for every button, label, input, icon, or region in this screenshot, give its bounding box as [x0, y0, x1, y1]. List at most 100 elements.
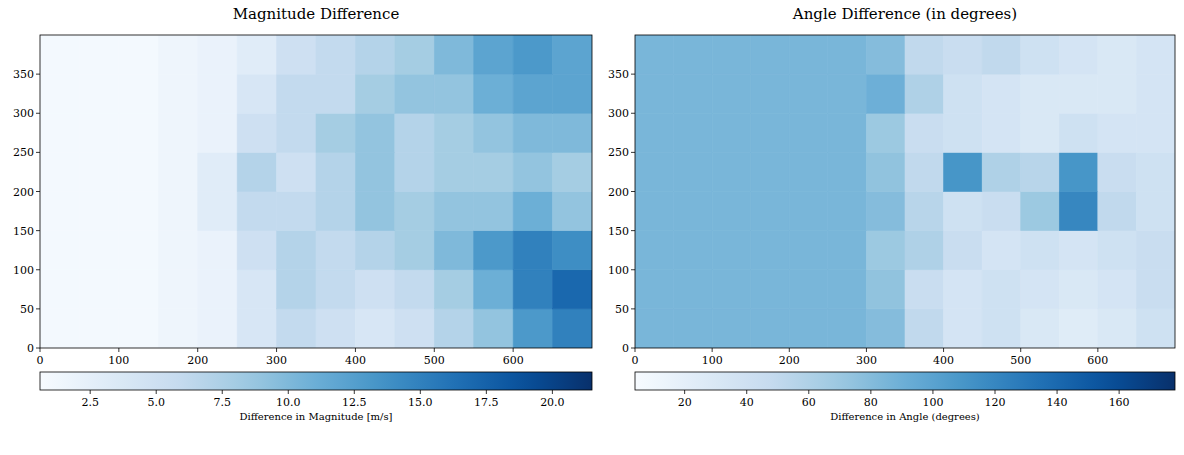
y-tick-label: 200 — [13, 186, 34, 199]
heatmap-cell — [905, 113, 944, 152]
heatmap-cell — [1098, 231, 1137, 270]
panel: Angle Difference (in degrees)01002003004… — [608, 5, 1175, 422]
colorbar-label: Difference in Angle (degrees) — [830, 411, 980, 422]
heatmap-cell — [316, 231, 355, 270]
panel-title: Magnitude Difference — [233, 5, 400, 23]
heatmap-cell — [158, 231, 197, 270]
heatmap-cell — [40, 113, 79, 152]
heatmap-cell — [1021, 113, 1060, 152]
heatmap-cell — [119, 231, 158, 270]
heatmap-cell — [635, 192, 674, 231]
y-tick — [631, 191, 635, 192]
colorbar-tick-label: 40 — [740, 396, 754, 409]
heatmap-cell — [982, 309, 1021, 348]
x-tick — [1020, 348, 1021, 352]
x-tick-label: 300 — [266, 354, 287, 367]
heatmap-cell — [434, 113, 473, 152]
heatmap-cell — [355, 270, 394, 309]
heatmap-cell — [905, 231, 944, 270]
heatmap-cell — [635, 74, 674, 113]
heatmap-cell — [905, 309, 944, 348]
colorbar-tick-label: 15.0 — [408, 396, 433, 409]
colorbar-tick-label: 160 — [1109, 396, 1130, 409]
heatmap-cell — [905, 152, 944, 191]
heatmap-cell — [79, 113, 118, 152]
colorbar-tick-label: 80 — [864, 396, 878, 409]
heatmap-cell — [1059, 192, 1098, 231]
heatmap-cell — [237, 192, 276, 231]
y-tick-label: 50 — [20, 303, 34, 316]
heatmap-cell — [1059, 231, 1098, 270]
heatmap-cell — [395, 270, 434, 309]
heatmap-cell — [674, 152, 713, 191]
heatmap-cell — [789, 192, 828, 231]
heatmap-cell — [237, 35, 276, 74]
heatmap-cell — [905, 270, 944, 309]
heatmap-cell — [553, 270, 592, 309]
colorbar-tick — [870, 390, 871, 394]
heatmap-cell — [277, 231, 316, 270]
y-tick — [631, 152, 635, 153]
y-tick-label: 200 — [608, 186, 629, 199]
heatmap-cell — [237, 231, 276, 270]
heatmap-cell — [712, 231, 751, 270]
heatmap-cell — [866, 35, 905, 74]
colorbar-tick-label: 100 — [922, 396, 943, 409]
heatmap-cell — [158, 152, 197, 191]
y-tick — [36, 152, 40, 153]
heatmap-cell — [237, 113, 276, 152]
colorbar-label: Difference in Magnitude [m/s] — [240, 411, 393, 422]
heatmap-cell — [866, 270, 905, 309]
heatmap-cell — [40, 309, 79, 348]
heatmap-cell — [119, 74, 158, 113]
heatmap-cell — [79, 74, 118, 113]
x-tick — [635, 348, 636, 352]
heatmap-cell — [789, 35, 828, 74]
y-tick-label: 100 — [13, 264, 34, 277]
x-tick-label: 400 — [933, 354, 954, 367]
y-tick — [36, 348, 40, 349]
heatmap-cell — [237, 74, 276, 113]
heatmap-cell — [553, 74, 592, 113]
x-tick-label: 100 — [108, 354, 129, 367]
heatmap-cell — [434, 270, 473, 309]
heatmap-cell — [198, 35, 237, 74]
heatmap-cell — [1136, 113, 1175, 152]
x-tick — [276, 348, 277, 352]
heatmap-cell — [316, 152, 355, 191]
heatmap-cell — [635, 309, 674, 348]
heatmap-cell — [982, 74, 1021, 113]
y-tick — [631, 269, 635, 270]
y-tick-label: 350 — [13, 68, 34, 81]
heatmap-cell — [674, 270, 713, 309]
heatmap-cell — [158, 113, 197, 152]
heatmap-cell — [866, 231, 905, 270]
heatmap-cell — [355, 35, 394, 74]
heatmap-cell — [316, 192, 355, 231]
heatmap-cell — [277, 270, 316, 309]
heatmap-cell — [434, 309, 473, 348]
heatmap-cell — [1021, 74, 1060, 113]
heatmap-cell — [119, 35, 158, 74]
heatmap-cell — [1059, 309, 1098, 348]
x-tick — [40, 348, 41, 352]
colorbar-tick — [684, 390, 685, 394]
heatmap-cell — [40, 270, 79, 309]
heatmap-cell — [712, 113, 751, 152]
heatmap-cell — [751, 231, 790, 270]
heatmap-cell — [316, 309, 355, 348]
y-tick-label: 250 — [608, 146, 629, 159]
heatmap-cells — [635, 35, 1175, 348]
colorbar-tick-label: 7.5 — [213, 396, 231, 409]
y-tick — [631, 74, 635, 75]
y-tick-label: 250 — [13, 146, 34, 159]
plot-frame — [40, 35, 592, 348]
heatmap-cell — [158, 74, 197, 113]
colorbar-tick — [486, 390, 487, 394]
y-tick — [36, 74, 40, 75]
heatmap-cell — [1059, 152, 1098, 191]
y-tick-label: 300 — [608, 107, 629, 120]
heatmap-cell — [474, 35, 513, 74]
heatmap-cell — [944, 231, 983, 270]
heatmap-cell — [513, 152, 552, 191]
